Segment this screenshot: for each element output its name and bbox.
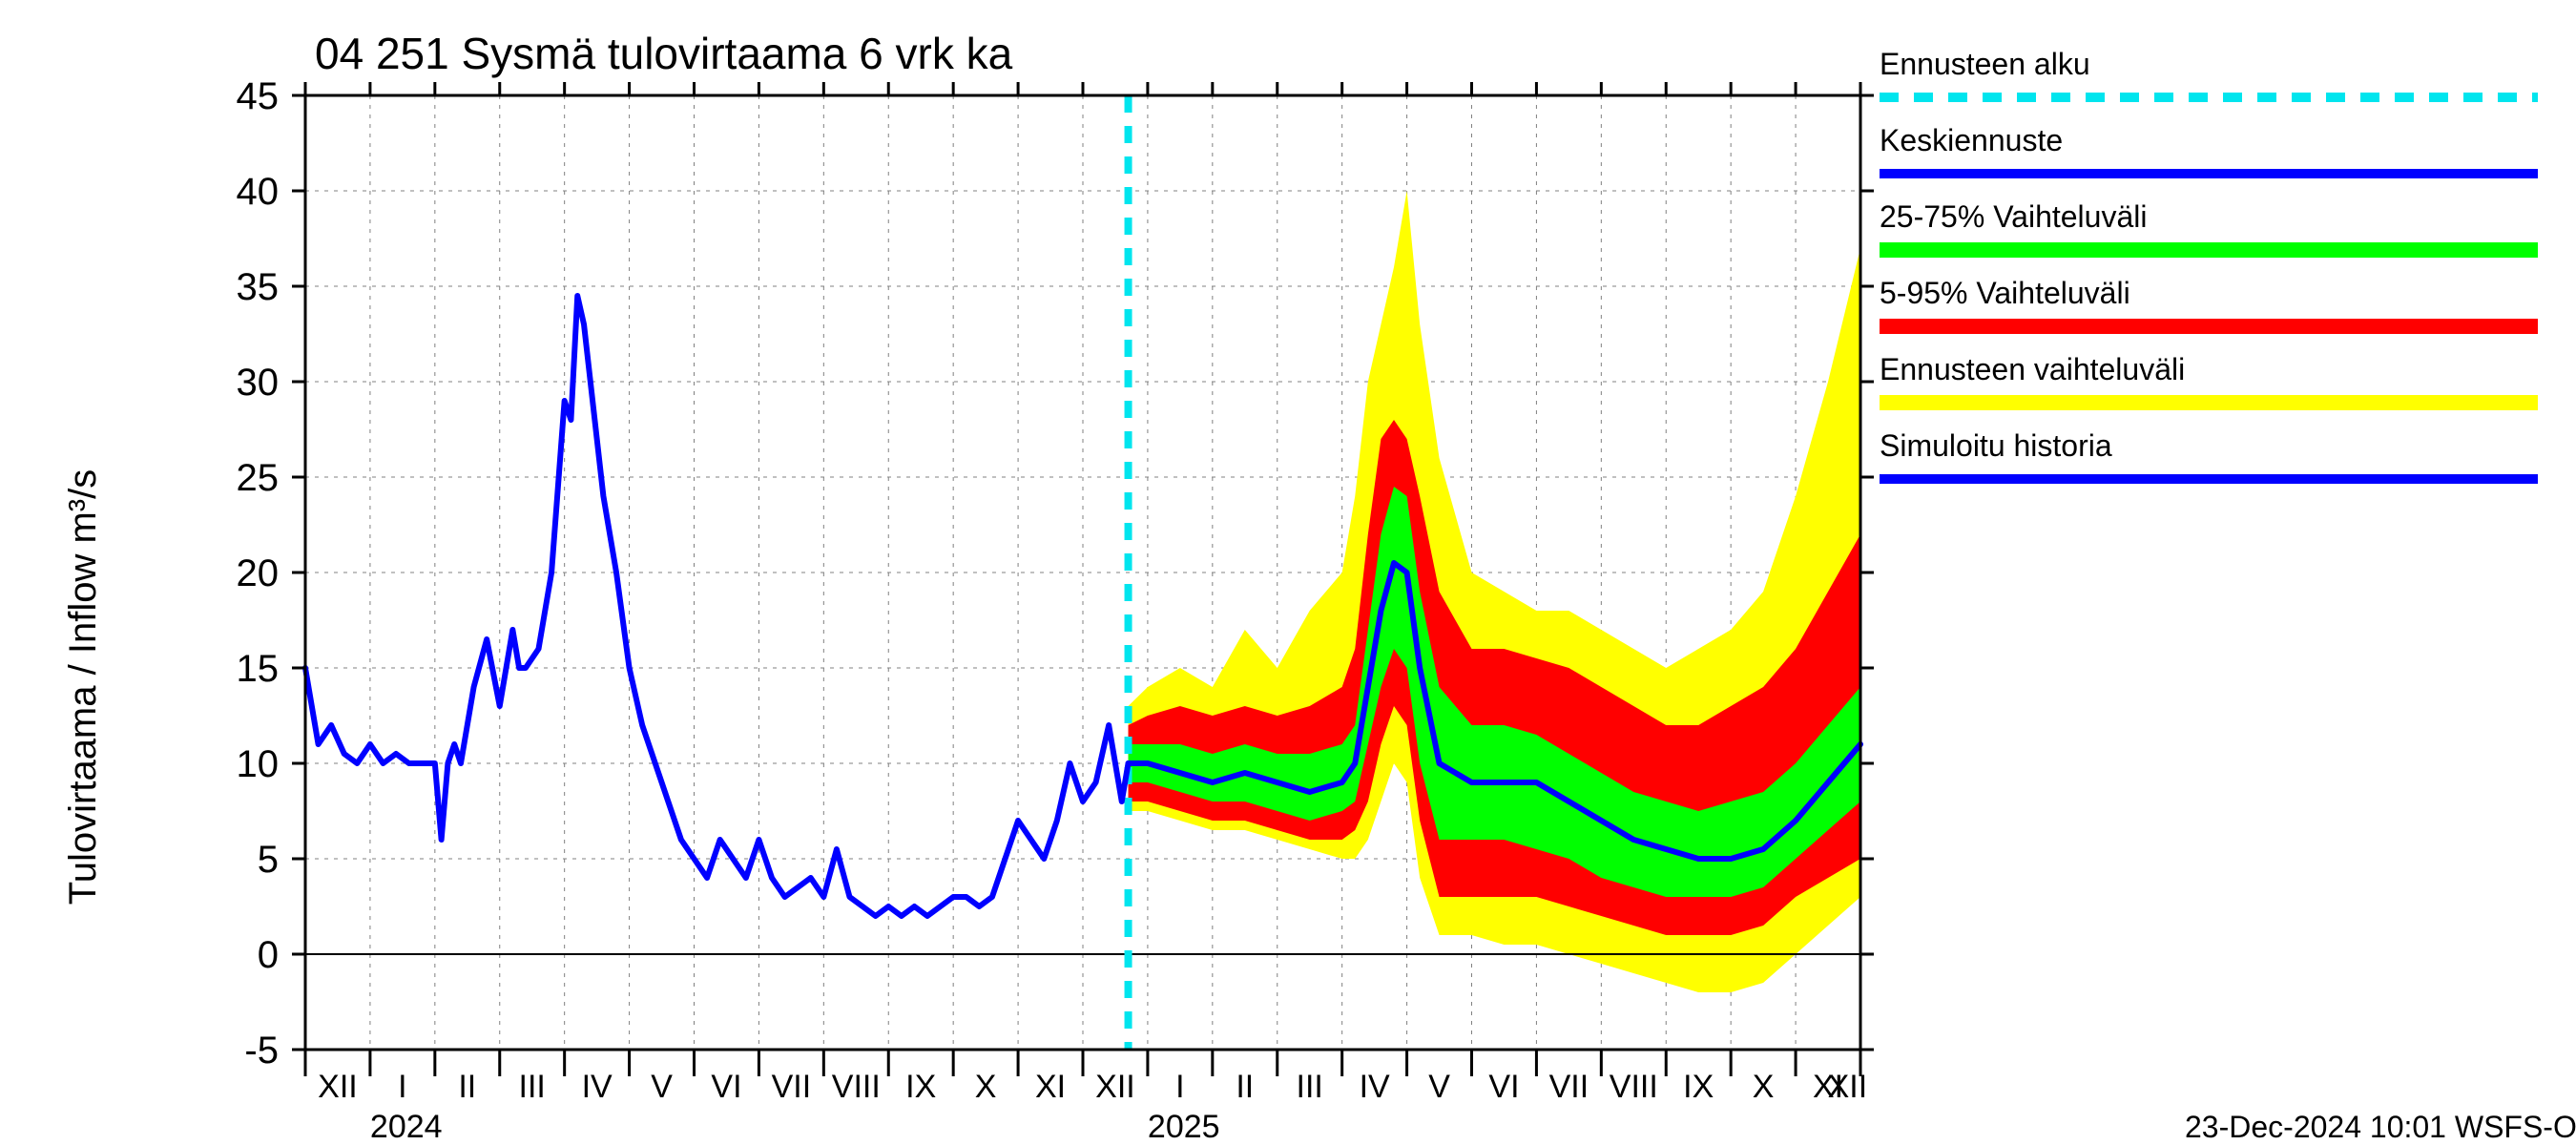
xtick-label: V bbox=[1428, 1069, 1450, 1105]
legend-label: Keskiennuste bbox=[1880, 123, 2063, 157]
xtick-label: V bbox=[651, 1069, 673, 1105]
ytick-label: 45 bbox=[237, 75, 280, 117]
legend-label: 25-75% Vaihteluväli bbox=[1880, 199, 2147, 234]
xtick-label: IV bbox=[582, 1069, 613, 1105]
year-label: 2025 bbox=[1148, 1109, 1220, 1145]
xtick-label: IV bbox=[1360, 1069, 1390, 1105]
ytick-label: 0 bbox=[258, 934, 279, 976]
chart-container: -5051015202530354045XIIIIIIIIIVVVIVIIVII… bbox=[0, 0, 2576, 1145]
xtick-label: III bbox=[1297, 1069, 1323, 1105]
ytick-label: -5 bbox=[244, 1030, 279, 1072]
xtick-label: I bbox=[398, 1069, 406, 1105]
xtick-label: XII bbox=[318, 1069, 358, 1105]
ytick-label: 5 bbox=[258, 839, 279, 881]
xtick-label: XII bbox=[1095, 1069, 1135, 1105]
xtick-label: VIII bbox=[1610, 1069, 1658, 1105]
xtick-label: X bbox=[975, 1069, 997, 1105]
legend-label: Ennusteen vaihteluväli bbox=[1880, 352, 2185, 386]
xtick-label: XI bbox=[1035, 1069, 1066, 1105]
xtick-label: II bbox=[1236, 1069, 1254, 1105]
inflow-chart: -5051015202530354045XIIIIIIIIIVVVIVIIVII… bbox=[0, 0, 2576, 1145]
xtick-label: I bbox=[1175, 1069, 1184, 1105]
xtick-label: IX bbox=[905, 1069, 936, 1105]
ytick-label: 20 bbox=[237, 552, 280, 594]
year-label: 2024 bbox=[370, 1109, 443, 1145]
footer-timestamp: 23-Dec-2024 10:01 WSFS-O bbox=[2185, 1110, 2576, 1144]
ytick-label: 15 bbox=[237, 648, 280, 690]
ytick-label: 40 bbox=[237, 171, 280, 213]
y-axis-label: Tulovirtaama / Inflow m³/s bbox=[62, 469, 104, 905]
xtick-label: IX bbox=[1683, 1069, 1714, 1105]
xtick-label: VIII bbox=[832, 1069, 881, 1105]
chart-title: 04 251 Sysmä tulovirtaama 6 vrk ka bbox=[315, 29, 1013, 78]
xtick-label: VI bbox=[711, 1069, 741, 1105]
ytick-label: 10 bbox=[237, 743, 280, 785]
ytick-label: 30 bbox=[237, 362, 280, 404]
ytick-label: 25 bbox=[237, 457, 280, 499]
xtick-label: XII bbox=[1828, 1069, 1868, 1105]
xtick-label: VII bbox=[1549, 1069, 1589, 1105]
legend-label: Simuloitu historia bbox=[1880, 428, 2112, 463]
xtick-label: VI bbox=[1488, 1069, 1519, 1105]
ytick-label: 35 bbox=[237, 266, 280, 308]
xtick-label: VII bbox=[772, 1069, 812, 1105]
legend-label: 5-95% Vaihteluväli bbox=[1880, 276, 2130, 310]
legend-label: Ennusteen alku bbox=[1880, 47, 2090, 81]
xtick-label: III bbox=[519, 1069, 546, 1105]
legend: Ennusteen alku Keskiennuste 25-75% Vaihtel… bbox=[1880, 47, 2538, 479]
xtick-label: X bbox=[1753, 1069, 1775, 1105]
history-line bbox=[305, 296, 1129, 916]
xtick-label: II bbox=[458, 1069, 476, 1105]
